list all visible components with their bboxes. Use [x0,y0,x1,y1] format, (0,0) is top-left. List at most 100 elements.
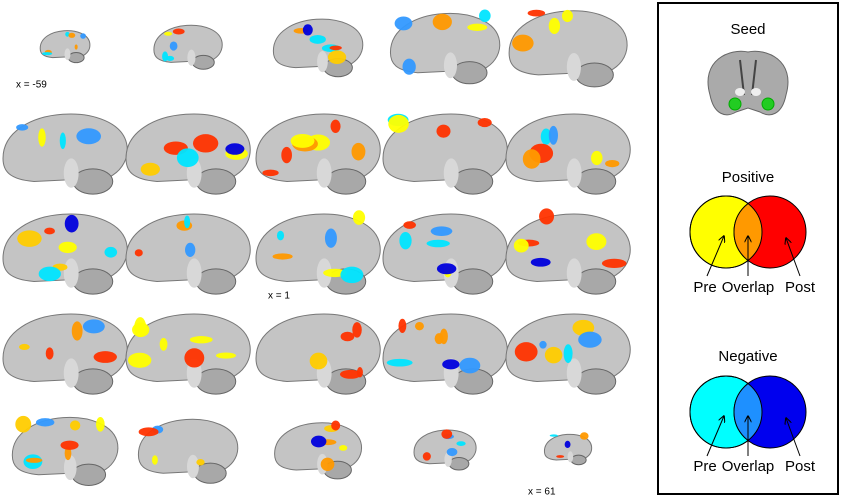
activation-blob [15,415,32,433]
activation-blob [456,441,466,447]
legend-label: Overlap [722,279,775,296]
cerebellum [71,463,107,486]
activation-blob [351,142,366,161]
activation-blob [340,331,355,342]
cerebellum [575,368,617,395]
brainstem [443,158,459,188]
activation-blob [563,344,573,363]
activation-blob [74,44,78,50]
activation-blob [35,418,55,427]
activation-blob [402,58,416,75]
activation-blob [340,266,364,284]
seed-brain [707,50,789,116]
activation-blob [95,416,105,432]
activation-blob [399,231,412,250]
activation-blob [398,318,407,334]
activation-blob [459,357,481,374]
cerebellum [67,52,85,64]
cerebellum [72,168,114,195]
cerebellum [452,268,494,295]
activation-blob [439,328,448,345]
cerebellum [195,368,237,395]
activation-blob [561,9,573,23]
activation-blob [446,447,458,457]
activation-blob [140,162,160,176]
activation-blob [196,459,205,466]
brain-slice [508,10,628,76]
brainstem [567,451,574,463]
cerebellum [575,168,617,195]
activation-blob [38,128,46,147]
cerebellum [448,456,470,471]
activation-blob [16,124,29,131]
activation-blob [189,336,213,344]
activation-blob [578,331,602,348]
activation-blob [527,9,546,17]
activation-blob [310,435,327,448]
activation-blob [548,125,558,145]
brainstem [63,358,79,388]
cerebellum [451,61,488,85]
activation-blob [388,114,409,133]
brainstem [64,48,71,61]
activation-blob [59,132,66,150]
brainstem [63,158,79,188]
slice-label: x = 61 [528,487,556,498]
legend-label: Post [785,458,816,475]
activation-blob [512,34,534,52]
activation-blob [414,322,424,331]
activation-blob [185,242,196,257]
activation-blob [151,455,158,465]
brainstem [566,358,582,388]
brainstem [186,258,202,288]
activation-blob [340,369,362,379]
legend-label: Pre [693,458,716,475]
brain-slice [255,213,381,283]
activation-blob [25,457,43,463]
activation-blob [69,420,81,431]
activation-blob [605,159,620,168]
activation-blob [539,208,555,225]
cerebellum [72,268,114,295]
brainstem [443,52,458,79]
cerebellum [191,54,215,70]
activation-blob [17,230,42,247]
activation-blob [422,452,431,461]
cerebellum [193,462,227,484]
activation-blob [436,124,451,138]
overlap [733,196,762,268]
brain-slice [39,30,91,59]
activation-blob [352,322,362,338]
activation-blob [432,13,452,31]
activation-blob [579,432,589,440]
activation-blob [540,128,552,145]
activation-blob [477,118,492,128]
brain-slice [255,313,381,383]
activation-blob [329,45,342,51]
activation-blob [176,148,199,168]
brainstem [317,51,328,73]
activation-blob [548,17,561,35]
brainstem [444,452,452,467]
activation-blob [539,340,547,349]
activation-blob [386,358,413,367]
activation-blob [591,150,603,166]
legend-title: Negative [718,348,777,365]
activation-blob [601,258,627,268]
legend-label: Overlap [722,458,775,475]
brain-slice [125,313,251,383]
activation-blob [403,221,416,229]
activation-blob [262,169,279,177]
activation-blob [309,34,326,44]
activation-blob [302,24,313,36]
activation-blob [324,228,337,248]
activation-blob [276,230,285,241]
activation-blob [479,9,491,23]
cerebellum [325,168,367,195]
activation-blob [467,23,488,32]
legend-title: Seed [730,21,765,38]
brainstem [566,158,582,188]
brain-slice [382,213,508,283]
activation-blob [42,52,53,56]
